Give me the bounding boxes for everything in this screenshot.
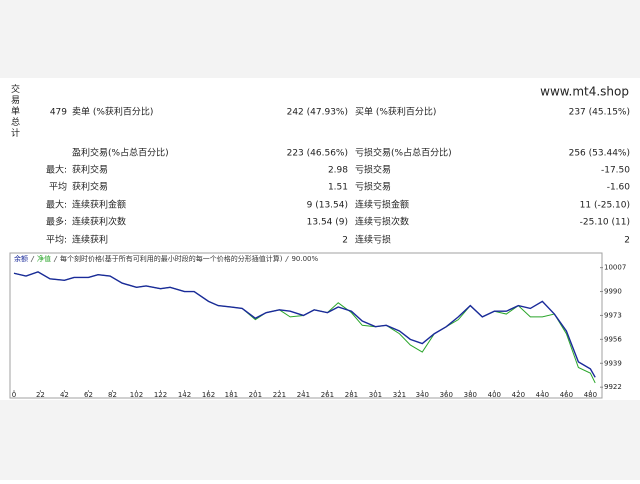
x-tick-label: 340 [416, 391, 429, 399]
legend-entry: 净值 [37, 254, 51, 263]
y-tick-label: 9939 [604, 359, 622, 367]
table-cell: -25.10 (11) [580, 218, 630, 228]
legend-entry: 余额 [14, 254, 28, 263]
table-cell: 237 (45.15%) [569, 108, 630, 118]
table-cell: 连续亏损金额 [355, 199, 409, 211]
x-tick-label: 221 [273, 391, 286, 399]
table-cell: 2 [624, 236, 630, 246]
series-line [13, 271, 596, 378]
x-tick-label: 400 [488, 391, 501, 399]
side-label: 交易单总计 [9, 83, 20, 139]
x-tick-label: 102 [130, 391, 143, 399]
x-tick-label: 122 [154, 391, 167, 399]
x-tick-label: 62 [84, 391, 93, 399]
table-cell: 亏损交易 [355, 181, 391, 193]
table-cell: -17.50 [601, 166, 630, 176]
x-tick-label: 42 [60, 391, 69, 399]
table-cell: 获利交易 [72, 164, 108, 176]
x-tick-label: 261 [321, 391, 334, 399]
table-cell: 256 (53.44%) [569, 149, 630, 159]
x-tick-label: 321 [393, 391, 406, 399]
table-cell: 9 (13.54) [307, 201, 348, 211]
table-cell: 获利交易 [72, 181, 108, 193]
table-cell: 11 (-25.10) [580, 201, 630, 211]
x-tick-label: 420 [512, 391, 525, 399]
x-tick-label: 142 [178, 391, 191, 399]
legend-separator [30, 255, 35, 263]
table-cell: 479 [50, 108, 67, 118]
report-body [0, 78, 640, 400]
table-cell: 1.51 [328, 183, 348, 193]
table-cell: 最多: [46, 216, 67, 228]
table-cell: 最大: [46, 199, 67, 211]
x-tick-label: 0 [12, 391, 16, 399]
x-tick-label: 201 [249, 391, 262, 399]
table-cell: 亏损交易 [355, 164, 391, 176]
legend-separator [53, 255, 58, 263]
x-tick-label: 440 [536, 391, 549, 399]
x-tick-label: 82 [108, 391, 117, 399]
table-cell: 2.98 [328, 166, 348, 176]
table-cell: 连续获利次数 [72, 216, 126, 228]
bottom-band [0, 400, 640, 480]
table-cell: 连续亏损次数 [355, 216, 409, 228]
x-tick-label: 241 [297, 391, 310, 399]
x-tick-label: 301 [369, 391, 382, 399]
y-tick-label: 10007 [604, 264, 626, 272]
y-tick-label: 9956 [604, 335, 622, 343]
table-cell: -1.60 [607, 183, 631, 193]
table-cell: 连续获利 [72, 234, 108, 246]
x-tick-label: 380 [464, 391, 477, 399]
x-tick-label: 181 [225, 391, 238, 399]
table-cell: 连续亏损 [355, 234, 391, 246]
table-cell: 亏损交易(%占总百分比) [355, 147, 452, 159]
y-tick-label: 9990 [604, 288, 622, 296]
table-cell: 卖单 (%获利百分比) [72, 106, 153, 118]
table-cell: 平均: [46, 234, 67, 246]
y-tick-label: 9922 [604, 383, 622, 391]
x-tick-label: 281 [345, 391, 358, 399]
legend-entry: 90.00% [291, 255, 318, 263]
chart-frame [9, 252, 603, 399]
legend-entry: 每个刻时价格(基于所有可利用的最小时段的每一个价格的分形插值计算) [60, 254, 283, 263]
x-tick-label: 460 [560, 391, 573, 399]
table-cell: 223 (46.56%) [287, 149, 348, 159]
table-cell: 242 (47.93%) [287, 108, 348, 118]
y-tick-label: 9973 [604, 311, 622, 319]
table-cell: 2 [342, 236, 348, 246]
site-name: www.mt4.shop [540, 85, 629, 99]
legend-separator [285, 255, 289, 263]
table-cell: 盈利交易(%占总百分比) [72, 147, 169, 159]
table-cell: 最大: [46, 164, 67, 176]
table-cell: 连续获利金额 [72, 199, 126, 211]
x-tick-label: 162 [202, 391, 215, 399]
x-tick-label: 480 [584, 391, 597, 399]
x-tick-label: 22 [36, 391, 45, 399]
x-tick-label: 360 [440, 391, 453, 399]
table-cell: 买单 (%获利百分比) [355, 106, 436, 118]
top-band [0, 0, 640, 78]
table-cell: 13.54 (9) [307, 218, 348, 228]
table-cell: 平均 [49, 181, 67, 193]
